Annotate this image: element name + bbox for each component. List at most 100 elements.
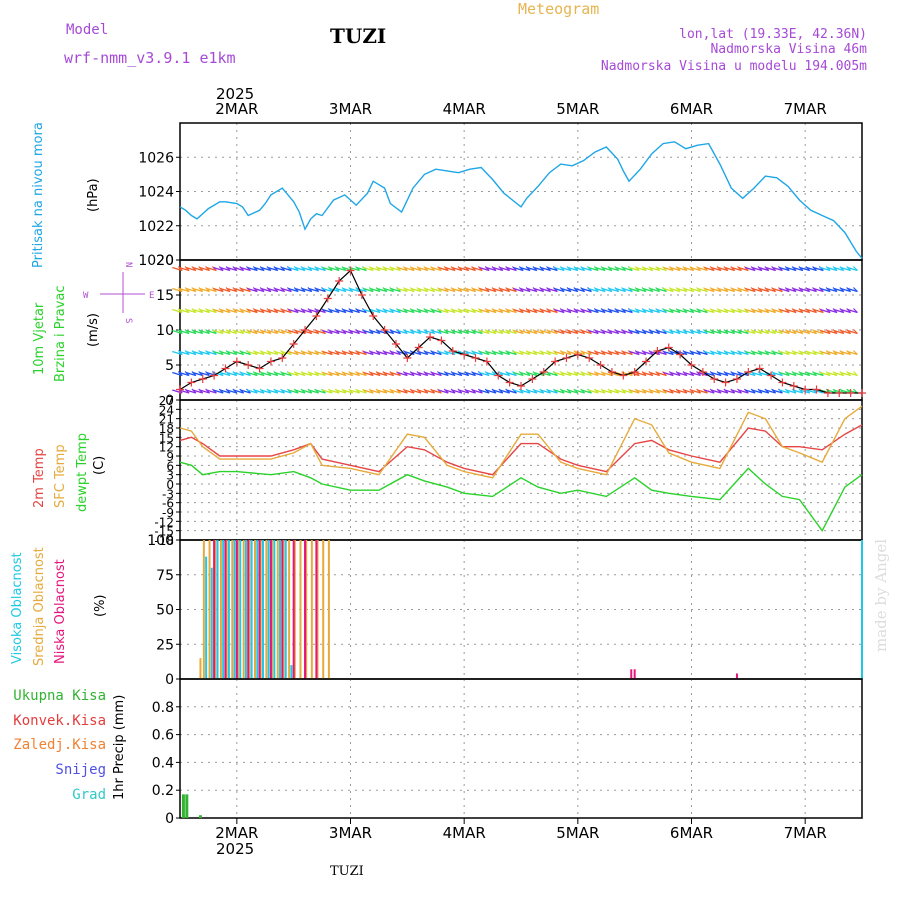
wind-barb — [308, 389, 319, 394]
wind-barb — [417, 350, 428, 356]
wind-speed-marker — [335, 277, 344, 285]
wind-barb — [560, 350, 572, 356]
wind-barb — [642, 266, 654, 272]
wind-barb — [390, 308, 401, 314]
wind-barb-head — [853, 371, 858, 376]
wind-barb — [356, 329, 367, 335]
dewpt-label: dewpt Temp — [75, 433, 90, 512]
wind-barb — [233, 350, 244, 356]
wind-barb — [288, 308, 299, 314]
watermark: made by Angel — [872, 539, 890, 652]
wind-barb — [301, 389, 313, 394]
wind-barb — [840, 371, 851, 377]
wind-barb — [403, 329, 415, 335]
wind-barb — [513, 371, 524, 377]
compass-w: W — [83, 291, 89, 301]
wind-speed-marker — [835, 389, 844, 397]
series-line-temperature — [179, 424, 863, 476]
wind-barb — [806, 389, 817, 394]
wind-barb — [478, 266, 490, 272]
wind-barb — [738, 266, 749, 272]
wind-barb — [574, 308, 585, 314]
wind-barb — [438, 266, 449, 272]
wind-barb — [622, 389, 633, 394]
wind-barb — [478, 308, 490, 314]
wind-barb — [397, 329, 408, 335]
wind-barb — [506, 266, 517, 272]
wind-barb — [369, 287, 381, 293]
wind-barb — [410, 389, 422, 394]
wind-barb — [260, 350, 272, 356]
wind-barb — [383, 389, 394, 394]
wind-speed-marker — [721, 378, 730, 387]
ytick-label-precip: 0.4 — [152, 755, 174, 771]
wind-barb — [594, 350, 606, 356]
wind-barb — [772, 350, 783, 356]
wind-barb — [615, 329, 626, 335]
wind-barb — [833, 266, 845, 272]
wind-speed-marker — [357, 291, 366, 299]
wind-barb — [724, 266, 735, 272]
wind-barb — [451, 389, 463, 394]
wind-barb — [472, 329, 483, 335]
wind-speed-marker — [528, 375, 537, 383]
cloud-high-label: Visoka Oblacnost — [10, 552, 25, 664]
wind-barb — [410, 287, 422, 293]
wind-barb — [403, 287, 415, 293]
wind-barb — [765, 308, 776, 314]
wind-barb — [356, 266, 367, 272]
wind-barb — [260, 389, 272, 394]
wind-speed-marker — [551, 357, 560, 366]
wind-barb — [629, 287, 640, 293]
wind-barb — [260, 329, 272, 335]
wind-barb — [485, 389, 497, 394]
wind-barb — [751, 266, 763, 272]
panel-frame-pressure — [179, 122, 863, 261]
model-label: Model — [66, 22, 108, 38]
wind-barb — [356, 350, 367, 356]
wind-barb — [444, 389, 456, 394]
wind-barb — [683, 389, 694, 394]
wind-barb — [710, 308, 722, 314]
wind-barb — [642, 389, 654, 394]
wind-barb — [253, 308, 265, 314]
wind-barb — [799, 329, 810, 335]
wind-barb-head — [853, 308, 858, 313]
wind-barb — [526, 389, 538, 394]
wind-barb — [485, 287, 497, 293]
x-tick-label-top: 2MAR — [215, 100, 258, 118]
wind-barb — [806, 308, 817, 314]
wind-barb — [308, 266, 319, 272]
wind-barb — [315, 389, 326, 394]
wind-barb — [710, 389, 722, 394]
wind-barb — [506, 329, 517, 335]
wind-barb — [178, 287, 190, 293]
wind-barb — [267, 350, 278, 356]
wind-barb — [519, 350, 531, 356]
wind-barb — [322, 287, 333, 293]
wind-barb — [356, 308, 367, 314]
wind-barb — [376, 266, 388, 272]
wind-barb — [253, 266, 265, 272]
wind-speed-marker — [653, 347, 662, 355]
cloud-unit: (%) — [93, 595, 108, 618]
wind-barb — [478, 389, 490, 394]
wind-barb — [513, 287, 524, 293]
wind-barb — [731, 350, 742, 356]
wind-barb — [315, 287, 326, 293]
wind-speed-marker — [391, 340, 400, 348]
wind-barb — [172, 389, 183, 394]
wind-barb — [717, 287, 729, 293]
wind-barb — [349, 389, 360, 394]
wind-barb — [690, 287, 701, 293]
wind-barb — [288, 371, 299, 377]
wind-barb — [444, 350, 456, 356]
wind-barb — [185, 266, 197, 272]
wind-barb — [342, 308, 353, 314]
wind-barb — [519, 389, 531, 394]
wind-barb — [629, 350, 640, 356]
wind-barb — [192, 371, 203, 377]
wind-barb — [540, 329, 551, 335]
wind-barb — [438, 350, 449, 356]
wind-barb — [492, 329, 504, 335]
